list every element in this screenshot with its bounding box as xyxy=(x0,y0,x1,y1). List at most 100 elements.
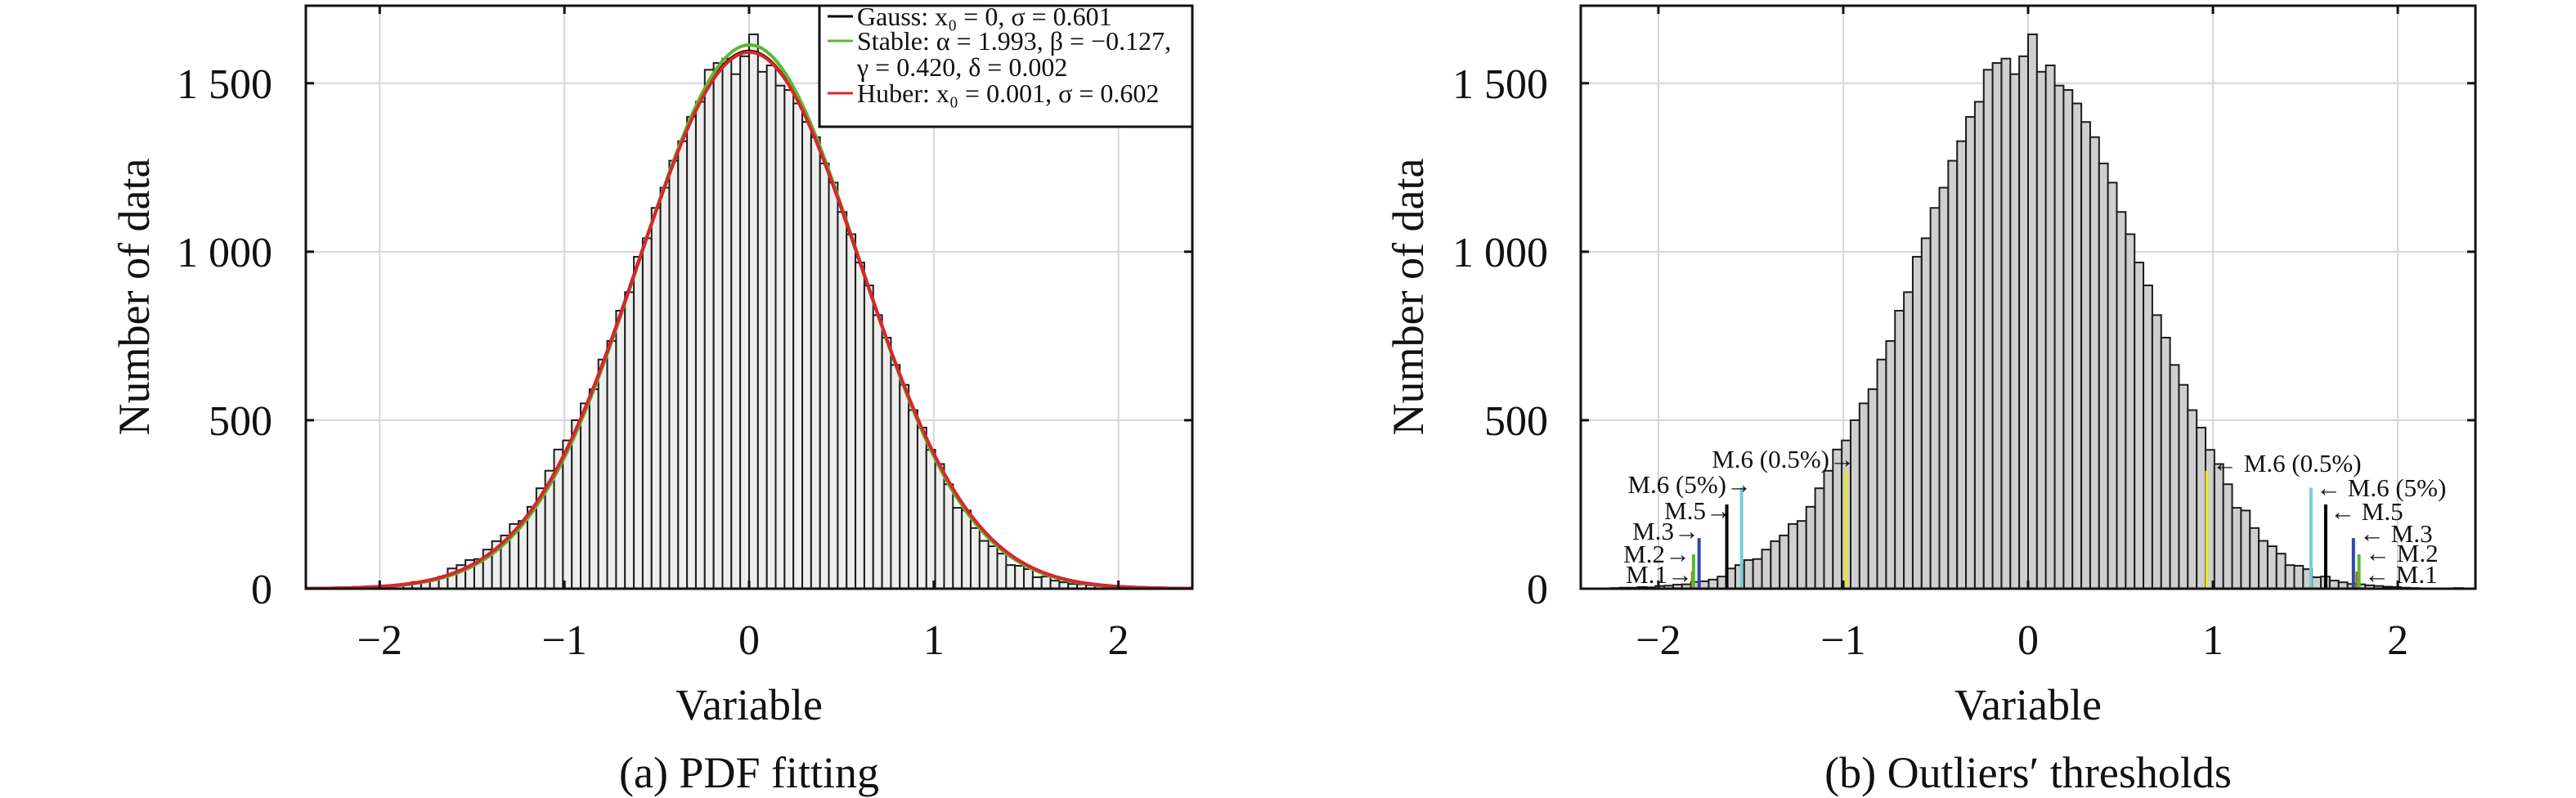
histogram-bar xyxy=(872,314,883,589)
histogram-bar xyxy=(2044,64,2056,589)
threshold-label: ← M.6 (5%) xyxy=(2316,473,2446,502)
legend-label-stable-cont: γ = 0.420, δ = 0.002 xyxy=(856,52,1067,82)
histogram-bar xyxy=(2213,463,2224,589)
histogram-bar xyxy=(1965,116,1976,589)
histogram-bar xyxy=(1743,558,1754,589)
histogram-bar xyxy=(712,62,724,589)
threshold-label: ← M.5 xyxy=(2330,497,2403,526)
histogram-bar xyxy=(970,527,981,589)
histogram-bar xyxy=(943,483,954,589)
histogram-bar xyxy=(730,73,742,589)
x-tick-label: 0 xyxy=(2017,617,2039,664)
threshold-label: M.3→ xyxy=(1632,517,1699,545)
threshold-label: M.6 (5%)→ xyxy=(1627,470,1752,499)
histogram-bar xyxy=(2240,509,2251,589)
histogram-bar xyxy=(801,121,812,589)
histogram-bar xyxy=(1867,388,1878,589)
histogram-bar xyxy=(2027,34,2038,589)
x-tick-label: 0 xyxy=(738,617,760,664)
histogram-bar xyxy=(765,64,777,589)
y-axis-label: Number of data xyxy=(110,159,159,436)
threshold-label: M.2→ xyxy=(1623,540,1690,568)
histogram-bar xyxy=(2143,285,2153,589)
histogram-bar xyxy=(580,402,590,589)
histogram-bar xyxy=(899,383,910,589)
threshold-label: ← M.6 (0.5%) xyxy=(2212,449,2362,477)
histogram-bar xyxy=(2311,576,2322,589)
histogram-bar xyxy=(1014,564,1025,589)
caption-b: (b) Outliers′ thresholds xyxy=(1824,748,2232,797)
histogram-bar xyxy=(2160,336,2171,589)
histogram-bar xyxy=(2089,136,2100,589)
y-tick-label: 1 000 xyxy=(1452,230,1548,276)
histogram-bar xyxy=(1929,207,1941,589)
histogram-bar xyxy=(2275,553,2287,589)
histogram-bar xyxy=(1814,487,1825,589)
histogram-bar xyxy=(2196,426,2206,589)
histogram-bar xyxy=(668,159,680,589)
histogram-bar xyxy=(518,520,528,589)
histogram-bar xyxy=(2107,182,2118,589)
histogram-bar xyxy=(934,463,945,589)
histogram-bar xyxy=(2293,564,2304,589)
histogram-bar xyxy=(1938,186,1950,589)
y-tick-label: 0 xyxy=(1527,567,1548,613)
x-axis-label: Variable xyxy=(675,680,823,729)
histogram-bar xyxy=(2009,73,2021,589)
y-axis-label: Number of data xyxy=(1384,159,1433,436)
histogram-bar xyxy=(2000,57,2012,589)
chart-outlier-thresholds: −2 −1 0 1 2 0 500 1 000 1 500 M.6 (0.5%)→ ← M.6 (… xyxy=(1384,4,2477,797)
histogram-bar xyxy=(571,419,582,589)
histogram-bar xyxy=(1947,159,1959,589)
histogram-bar xyxy=(588,388,599,589)
histogram-bar xyxy=(2062,89,2074,589)
y-tick-label: 500 xyxy=(1484,398,1548,445)
y-tick-label: 500 xyxy=(209,398,272,445)
histogram-bar xyxy=(1040,576,1052,589)
histogram-bar xyxy=(1903,291,1914,589)
histogram-bar xyxy=(855,262,865,589)
histogram-bar xyxy=(1717,576,1728,589)
histogram-bar xyxy=(562,439,573,589)
threshold-label: ← M.3 xyxy=(2359,519,2433,548)
histogram-bar xyxy=(961,509,972,589)
histogram-bar xyxy=(1982,69,1994,589)
histogram-bar xyxy=(659,186,671,589)
histogram-bar xyxy=(1788,522,1798,589)
histogram-bar xyxy=(721,57,733,589)
histogram-bar xyxy=(606,340,617,589)
histogram-bar xyxy=(694,101,706,589)
histogram-bar xyxy=(1779,534,1790,589)
histogram-bar xyxy=(2284,564,2296,589)
y-tick-label: 1 000 xyxy=(177,230,272,276)
histogram-bar xyxy=(828,182,839,589)
histogram-bar xyxy=(1885,340,1896,589)
histogram-bar xyxy=(1752,558,1763,589)
histogram-bars xyxy=(1592,34,2464,589)
histogram-bar xyxy=(2116,211,2127,589)
histogram-bar xyxy=(1911,256,1923,589)
x-tick-label: 1 xyxy=(2202,617,2224,664)
fit-curve-huber xyxy=(306,50,1192,589)
histogram-bar xyxy=(2071,102,2083,589)
histogram-bar xyxy=(2169,364,2180,589)
histogram-bar xyxy=(890,364,901,589)
histogram-bar xyxy=(1796,520,1807,589)
histogram-bar xyxy=(748,34,759,589)
histogram-bar xyxy=(2187,409,2198,589)
histogram-bar xyxy=(2134,262,2145,589)
histogram-bar xyxy=(2098,162,2109,589)
legend-label-gauss: Gauss: x₀ = 0, σ = 0.601 xyxy=(857,2,1112,31)
y-tick-label: 0 xyxy=(251,567,272,613)
histogram-bar xyxy=(916,426,927,589)
histogram-bar xyxy=(2178,383,2189,589)
histogram-bar xyxy=(2249,527,2260,589)
histogram-bar xyxy=(703,69,715,589)
histogram-bar xyxy=(1023,568,1034,589)
histogram-bar xyxy=(2151,314,2162,589)
histogram-bar xyxy=(792,102,804,589)
threshold-label: ← M.1 xyxy=(2364,560,2438,589)
tick-labels: −2 −1 0 1 2 0 500 1 000 1 500 xyxy=(1452,61,2408,664)
threshold-label: M.1→ xyxy=(1626,560,1693,589)
histogram-bar xyxy=(2053,84,2065,589)
